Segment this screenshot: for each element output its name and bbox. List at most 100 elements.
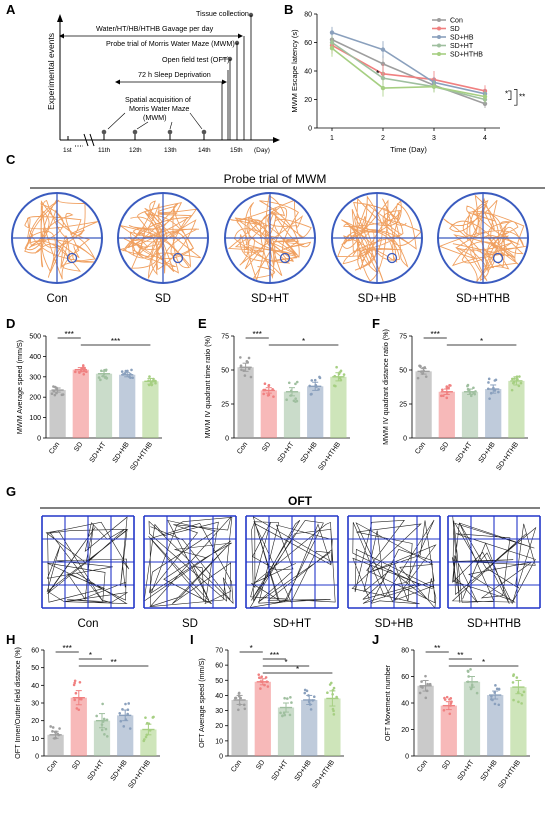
data-point (54, 730, 58, 734)
event-probe-trial: Probe trial of Morris Water Maze (MWM) (106, 39, 235, 48)
data-point (418, 364, 421, 368)
bar (231, 699, 248, 756)
data-point (240, 368, 243, 372)
data-point (338, 376, 342, 380)
data-point (79, 369, 83, 373)
x-tick-label: SD (71, 759, 82, 771)
bar (72, 369, 89, 438)
series-line (331, 47, 486, 98)
y-tick-label: 0 (219, 754, 223, 761)
data-point (99, 378, 102, 382)
data-point (73, 681, 76, 685)
data-point (295, 399, 299, 403)
data-point (474, 390, 477, 393)
data-point (493, 389, 497, 392)
data-point (75, 707, 79, 710)
sig-mark: * (482, 658, 485, 667)
panel-label-g: G (6, 484, 16, 499)
x-tick-label: SD (441, 759, 452, 771)
data-point (105, 735, 109, 738)
data-point (338, 371, 342, 374)
sig-bracket (514, 89, 518, 106)
sig-mark: * (296, 665, 299, 674)
oft-arena-2: SD (143, 515, 237, 630)
bar (485, 389, 502, 438)
data-point (143, 738, 146, 741)
data-point (445, 695, 449, 699)
data-point (97, 376, 101, 379)
data-point (101, 374, 105, 378)
bar (70, 697, 87, 756)
data-point (249, 375, 253, 379)
movement-trace (45, 516, 130, 604)
swim-path (227, 194, 312, 282)
y-axis-label: OFT Movement number (383, 664, 392, 741)
y-tick-label: 0 (35, 754, 39, 761)
x-tick-label: SD+HB (110, 759, 129, 783)
oft-row: Con SD SD+HT SD+HB SD+HTHB (41, 515, 541, 630)
y-tick-label: 75 (221, 334, 229, 341)
data-point (331, 692, 334, 696)
data-point (329, 30, 335, 35)
data-point (243, 374, 247, 377)
data-point (282, 711, 286, 715)
data-point (103, 733, 106, 736)
data-point (335, 365, 338, 369)
event-gavage: Water/HT/HB/HTHB Gavage per day (96, 24, 214, 33)
data-point (239, 696, 242, 700)
y-axis-label: MWM IV quadrant time ratio (%) (203, 336, 212, 439)
bar (438, 391, 455, 438)
y-tick-label: 60 (304, 40, 312, 47)
data-point (308, 703, 312, 706)
x-tick-label: SD+HTHB (317, 441, 342, 472)
data-point (50, 392, 54, 395)
x-tick-label: Con (230, 759, 243, 774)
data-point (317, 388, 320, 391)
data-point (469, 668, 472, 671)
data-point (264, 676, 268, 679)
bar (307, 386, 324, 438)
data-point (487, 377, 491, 381)
data-point (120, 370, 124, 373)
oft-arena-4: SD+HB (347, 515, 441, 630)
data-point (449, 704, 452, 707)
data-point (266, 394, 270, 397)
legend-marker (437, 35, 441, 39)
data-point (52, 389, 56, 393)
data-point (513, 377, 516, 380)
data-point (260, 675, 264, 678)
data-point (234, 696, 238, 700)
data-point (129, 372, 132, 376)
platform-marker (172, 252, 184, 264)
oft-arena-5: SD+HTHB (447, 515, 541, 630)
data-point (511, 681, 515, 684)
y-tick-label: 30 (215, 708, 223, 715)
data-point (442, 709, 446, 712)
data-point (144, 735, 148, 739)
event-spatial-1: Spatial acquisition of (125, 95, 191, 104)
data-point (511, 377, 514, 381)
oft-label: SD+HT (273, 618, 311, 630)
y-axis-label: OFT Average speed (mm/S) (197, 658, 206, 748)
data-point (332, 686, 336, 690)
y-tick-label: 40 (215, 693, 223, 700)
data-point (420, 680, 423, 683)
data-point (100, 369, 103, 373)
data-point (450, 700, 453, 703)
maze-label: Con (46, 293, 67, 305)
data-point (51, 730, 54, 733)
data-point (51, 726, 55, 729)
probe-title: Probe trial of MWM (224, 172, 327, 186)
data-point (331, 689, 335, 692)
legend-label: SD+HT (450, 43, 474, 50)
x-tick-label: SD+HT (271, 759, 290, 783)
data-point (419, 685, 423, 688)
y-axis-label: OFT Inner/Outter field distance (%) (13, 647, 22, 759)
oft-arena-3: SD+HT (245, 515, 339, 630)
movement-trace (451, 516, 537, 605)
y-tick-label: 50 (399, 368, 407, 375)
x-tick-label: Con (48, 441, 61, 456)
panel-label-b: B (284, 2, 293, 17)
data-point (243, 707, 247, 711)
timeline-y-label: Experimental events (46, 33, 56, 110)
